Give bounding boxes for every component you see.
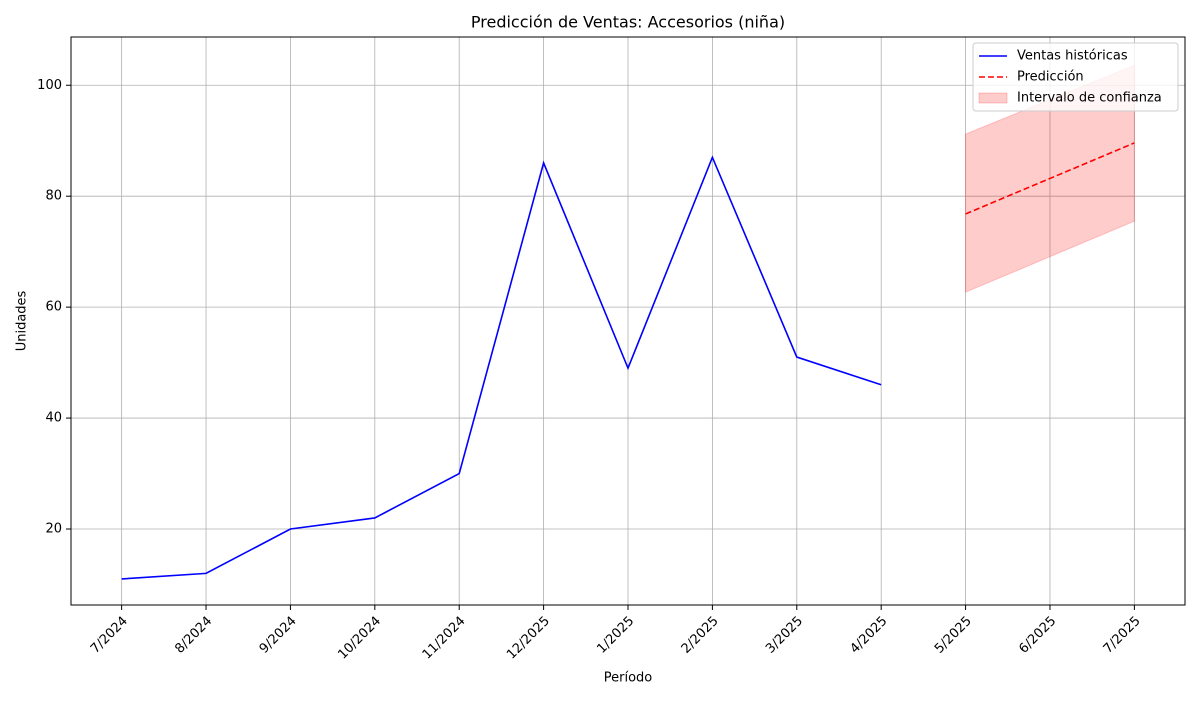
y-tick-label: 20 — [45, 522, 62, 537]
x-tick-label: 4/2025 — [848, 614, 891, 657]
x-tick-label: 5/2025 — [932, 614, 975, 657]
line — [121, 155, 882, 580]
x-axis-label: Período — [604, 671, 653, 686]
x-tick-label: 8/2024 — [172, 614, 215, 657]
legend-label: Intervalo de confianza — [1017, 91, 1162, 106]
y-axis-label: Unidades — [15, 290, 30, 351]
x-tick-label: 2/2025 — [679, 614, 722, 657]
legend-label: Ventas históricas — [1017, 49, 1128, 64]
x-tick-label: 11/2024 — [420, 614, 469, 663]
y-tick-label: 80 — [45, 189, 62, 204]
chart-title: Predicción de Ventas: Accesorios (niña) — [471, 13, 785, 32]
x-tick-label: 3/2025 — [763, 614, 806, 657]
legend-swatch — [978, 92, 1008, 104]
plot-frame — [70, 36, 1186, 606]
legend: Ventas históricas Predicción Intervalo de … — [972, 42, 1179, 112]
x-tick-label: 7/2025 — [1101, 614, 1144, 657]
x-tick-label: 10/2024 — [335, 614, 384, 663]
y-tick-label: 60 — [45, 300, 62, 315]
x-tick-label: 9/2024 — [257, 614, 300, 657]
line — [965, 142, 1135, 215]
legend-label: Predicción — [1017, 70, 1084, 85]
x-tick-label: 1/2025 — [594, 614, 637, 657]
legend-box — [972, 42, 1179, 112]
y-tick-label: 40 — [45, 411, 62, 426]
x-tick-label: 6/2025 — [1016, 614, 1059, 657]
x-tick-label: 12/2025 — [504, 614, 553, 663]
y-tick-label: 100 — [37, 78, 62, 93]
x-tick-label: 7/2024 — [88, 614, 131, 657]
